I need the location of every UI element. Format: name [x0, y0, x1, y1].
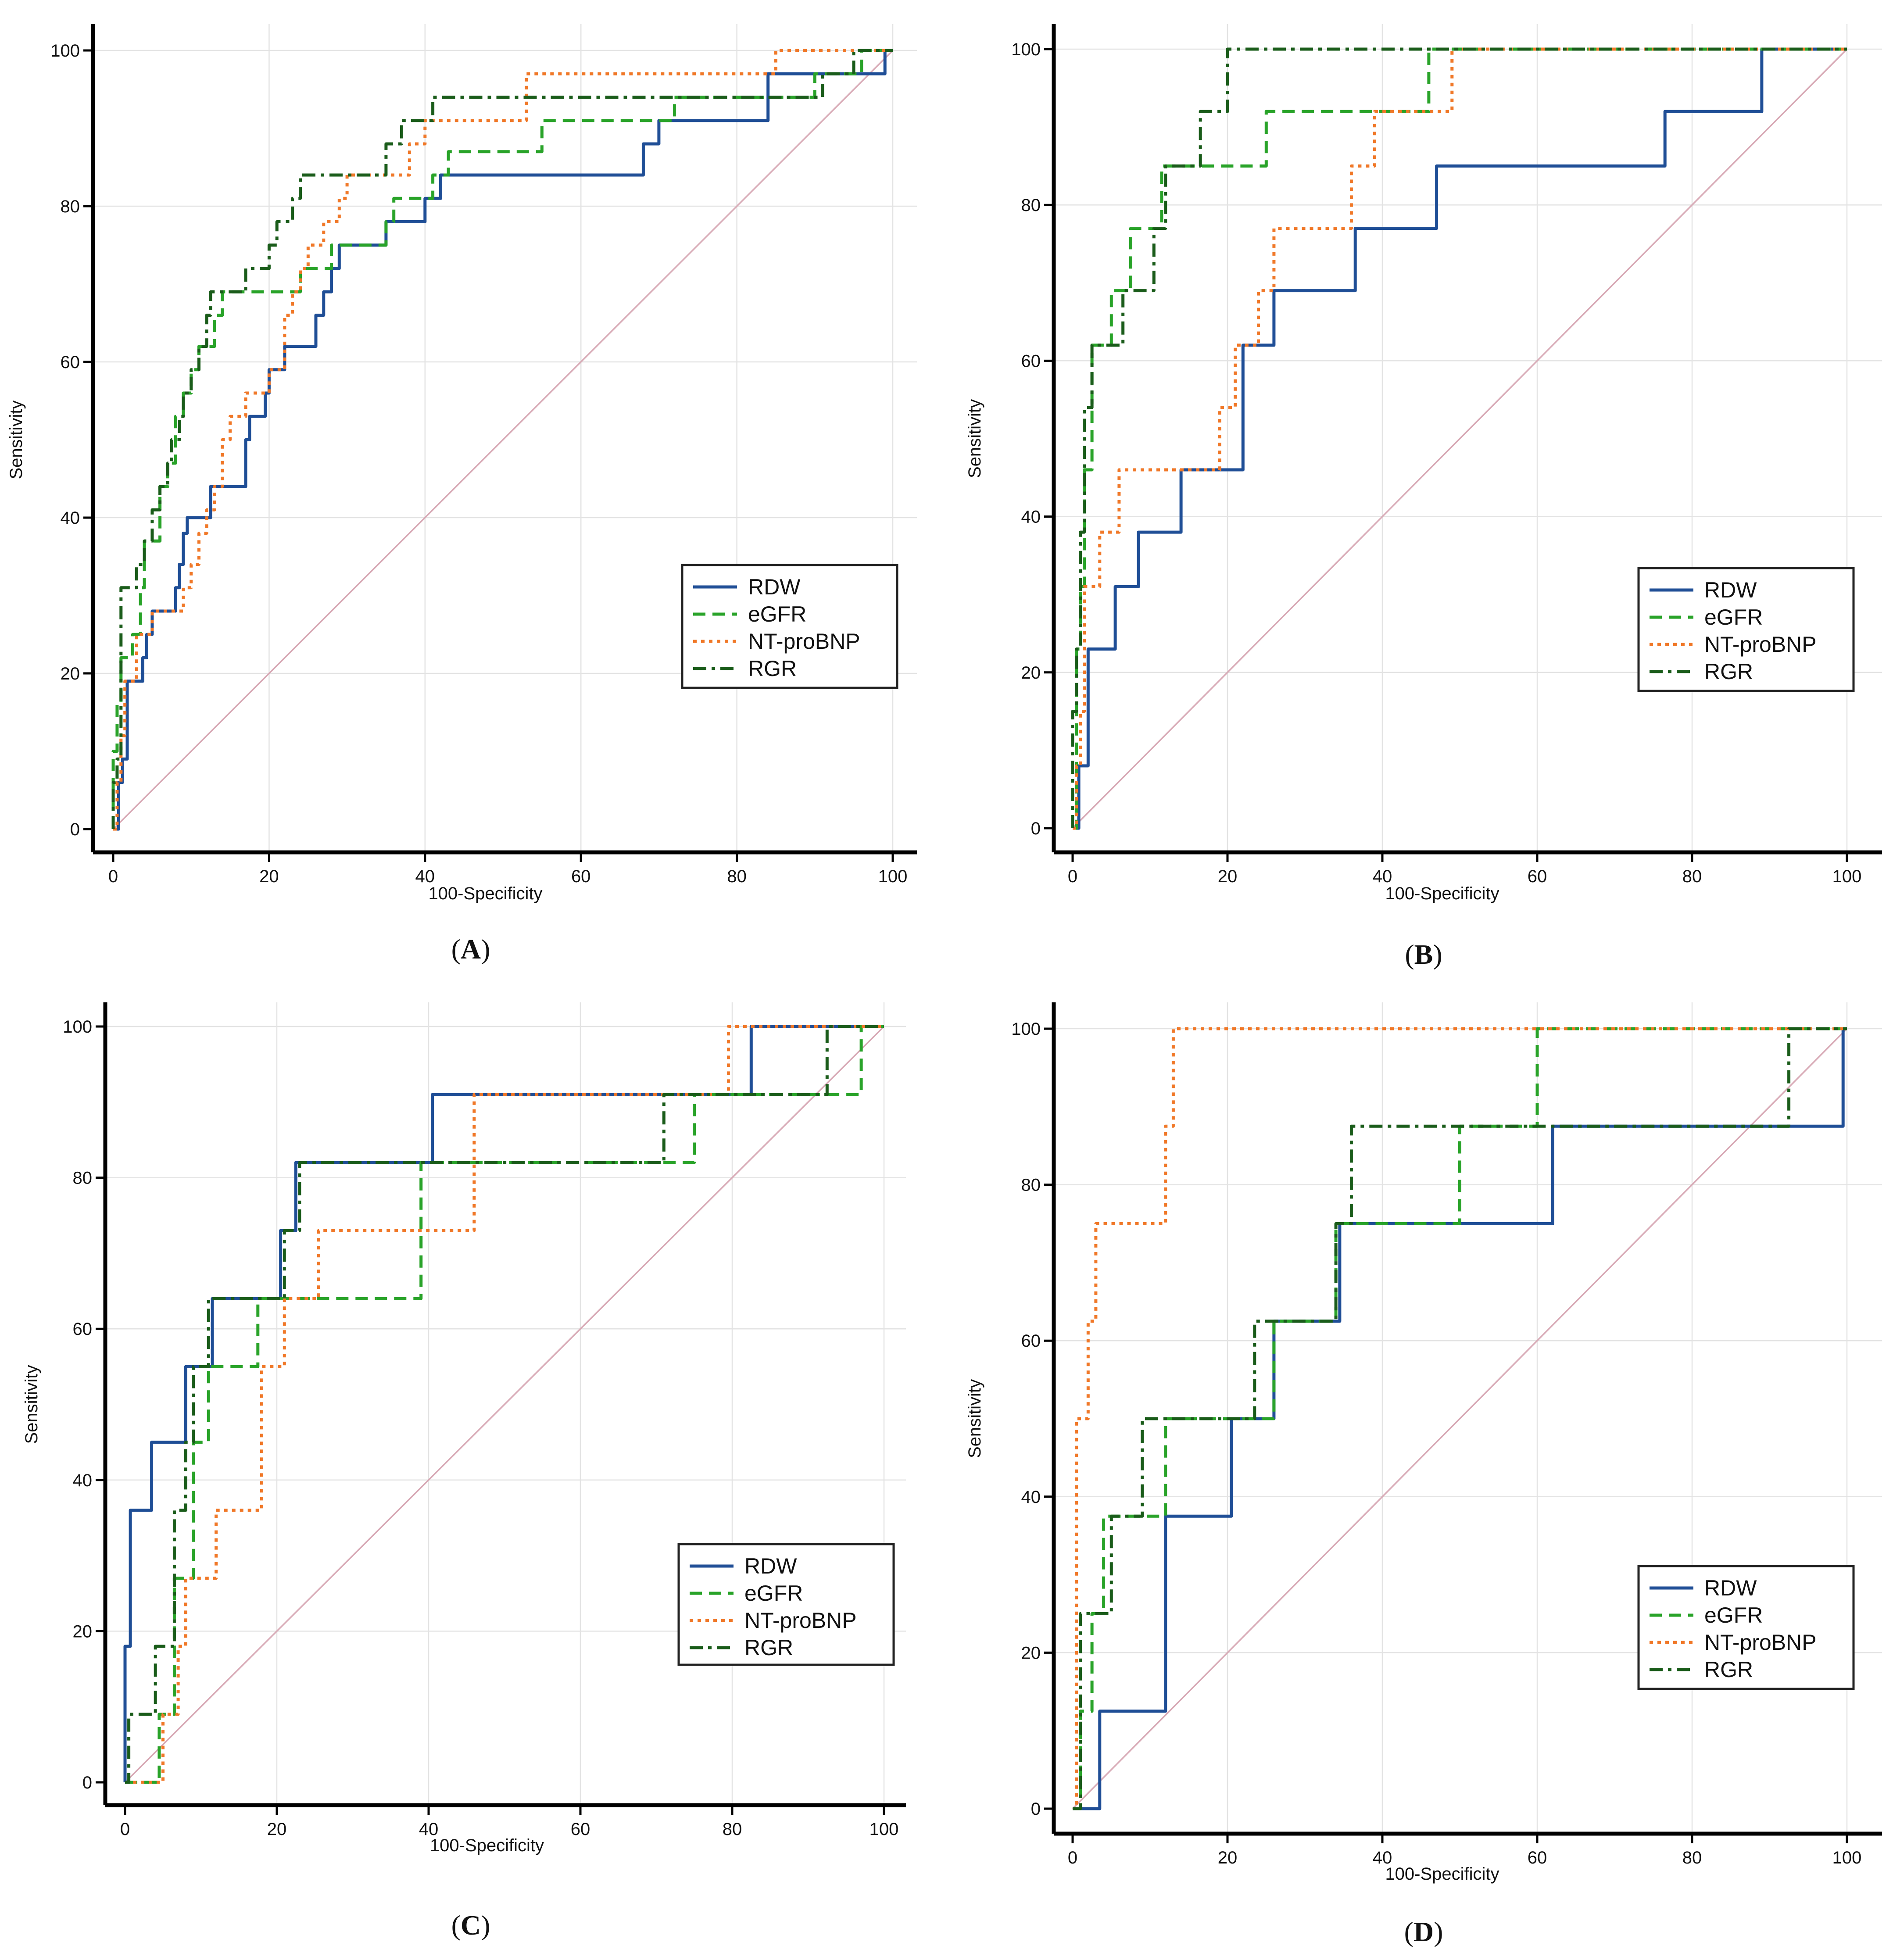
- legend-label-nt-probnp: NT-proBNP: [744, 1608, 857, 1633]
- y-tick-label: 100: [1011, 40, 1041, 59]
- y-tick-label: 40: [1021, 1488, 1041, 1507]
- reference-diagonal: [124, 1026, 885, 1783]
- panel-a: 0 20 40 60 80 100 0 20 40 60 80 100 100-Specificity S…: [7, 24, 917, 965]
- x-tick-label: 20: [267, 1820, 287, 1839]
- x-tick-label: 100: [1832, 867, 1862, 886]
- x-axis-title: 100-Specificity: [1385, 1864, 1499, 1884]
- y-tick-label: 100: [1011, 1019, 1041, 1039]
- legend-label-rgr: RGR: [744, 1635, 793, 1660]
- y-tick-label: 20: [1021, 663, 1041, 683]
- y-tick-label: 100: [63, 1017, 92, 1037]
- x-tick-label: 60: [571, 1820, 590, 1839]
- x-tick-label: 60: [1528, 1848, 1547, 1867]
- roc-curve-rgr: [1073, 1027, 1847, 1810]
- y-tick-label: 60: [73, 1320, 93, 1339]
- roc-curve-nt-probnp: [1073, 1027, 1847, 1810]
- legend-label-rgr: RGR: [1704, 1657, 1753, 1682]
- x-axis-title: 100-Specificity: [1385, 884, 1499, 903]
- legend-label-egfr: eGFR: [1704, 605, 1763, 629]
- legend-label-nt-probnp: NT-proBNP: [1704, 632, 1817, 657]
- y-tick-label: 20: [61, 664, 80, 683]
- y-tick-label: 0: [1031, 1799, 1041, 1819]
- y-tick-label: 40: [73, 1471, 93, 1490]
- y-tick-label: 20: [73, 1622, 93, 1641]
- y-axis-title: Sensitivity: [7, 400, 26, 479]
- x-tick-label: 0: [1068, 1848, 1077, 1867]
- legend-label-egfr: eGFR: [1704, 1603, 1763, 1627]
- y-tick-label: 40: [61, 508, 80, 528]
- y-tick-label: 80: [1021, 196, 1041, 215]
- x-tick-label: 100: [878, 867, 908, 886]
- y-tick-label: 60: [1021, 1331, 1041, 1351]
- legend-label-rdw: RDW: [748, 575, 801, 599]
- x-tick-label: 60: [571, 867, 591, 886]
- legend-label-nt-probnp: NT-proBNP: [748, 629, 860, 654]
- y-tick-label: 0: [1031, 819, 1041, 838]
- y-tick-label: 20: [1021, 1643, 1041, 1663]
- roc-curve-rgr: [125, 1025, 884, 1784]
- y-tick-label: 40: [1021, 508, 1041, 527]
- x-tick-label: 80: [723, 1820, 742, 1839]
- x-tick-label: 0: [108, 867, 118, 886]
- x-tick-label: 40: [419, 1820, 439, 1839]
- legend-box: [677, 1543, 895, 1666]
- x-tick-label: 80: [727, 867, 747, 886]
- x-tick-label: 80: [1682, 1848, 1702, 1867]
- x-tick-label: 100: [1832, 1848, 1862, 1867]
- y-tick-label: 80: [61, 197, 80, 216]
- roc-curve-rdw: [113, 49, 893, 831]
- reference-diagonal: [1072, 48, 1848, 829]
- legend-label-nt-probnp: NT-proBNP: [1704, 1630, 1817, 1655]
- panel-label: (A): [451, 934, 490, 965]
- legend-label-egfr: eGFR: [744, 1581, 803, 1606]
- y-axis-title: Sensitivity: [965, 1379, 984, 1458]
- x-tick-label: 40: [1373, 1848, 1392, 1867]
- x-tick-label: 0: [120, 1820, 130, 1839]
- reference-diagonal: [1072, 1028, 1848, 1810]
- y-tick-label: 60: [1021, 351, 1041, 371]
- x-tick-label: 60: [1528, 867, 1547, 886]
- legend-label-egfr: eGFR: [748, 602, 806, 626]
- x-tick-label: 20: [259, 867, 279, 886]
- x-tick-label: 40: [415, 867, 435, 886]
- y-tick-label: 60: [61, 353, 80, 372]
- panel-label: (B): [1405, 939, 1442, 970]
- x-tick-label: 100: [870, 1820, 899, 1839]
- roc-curve-rdw: [1073, 47, 1847, 830]
- y-tick-label: 0: [70, 820, 80, 839]
- y-tick-label: 80: [73, 1169, 93, 1188]
- x-tick-label: 40: [1373, 867, 1392, 886]
- y-tick-label: 100: [50, 41, 80, 61]
- reference-diagonal: [112, 50, 894, 830]
- legend-label-rdw: RDW: [1704, 1576, 1757, 1600]
- panel-label: (D): [1404, 1916, 1443, 1947]
- legend-label-rdw: RDW: [744, 1554, 797, 1578]
- x-tick-label: 20: [1218, 1848, 1238, 1867]
- x-tick-label: 20: [1218, 867, 1238, 886]
- legend-label-rgr: RGR: [748, 656, 797, 681]
- panel-b: 0 20 40 60 80 100 0 20 40 60 80 100 100-Specificity S…: [965, 24, 1882, 970]
- panel-label: (C): [451, 1910, 490, 1941]
- panel-c: 0 20 40 60 80 100 0 20 40 60 80 100 100-Specificity S…: [22, 1002, 906, 1941]
- legend-label-rdw: RDW: [1704, 578, 1757, 602]
- roc-curve-rgr: [1071, 47, 1847, 828]
- x-tick-label: 80: [1682, 867, 1702, 886]
- y-tick-label: 0: [82, 1773, 92, 1792]
- roc-curve-rgr: [111, 49, 893, 829]
- legend-label-rgr: RGR: [1704, 659, 1753, 684]
- roc-curve-rdw: [123, 1025, 884, 1782]
- y-axis-title: Sensitivity: [965, 399, 984, 478]
- panel-d: 0 20 40 60 80 100 0 20 40 60 80 100 100-Specificity S…: [965, 1002, 1882, 1947]
- x-tick-label: 0: [1068, 867, 1077, 886]
- x-axis-title: 100-Specificity: [430, 1836, 544, 1855]
- x-axis-title: 100-Specificity: [428, 884, 542, 903]
- y-tick-label: 80: [1021, 1176, 1041, 1195]
- y-axis-title: Sensitivity: [22, 1365, 41, 1444]
